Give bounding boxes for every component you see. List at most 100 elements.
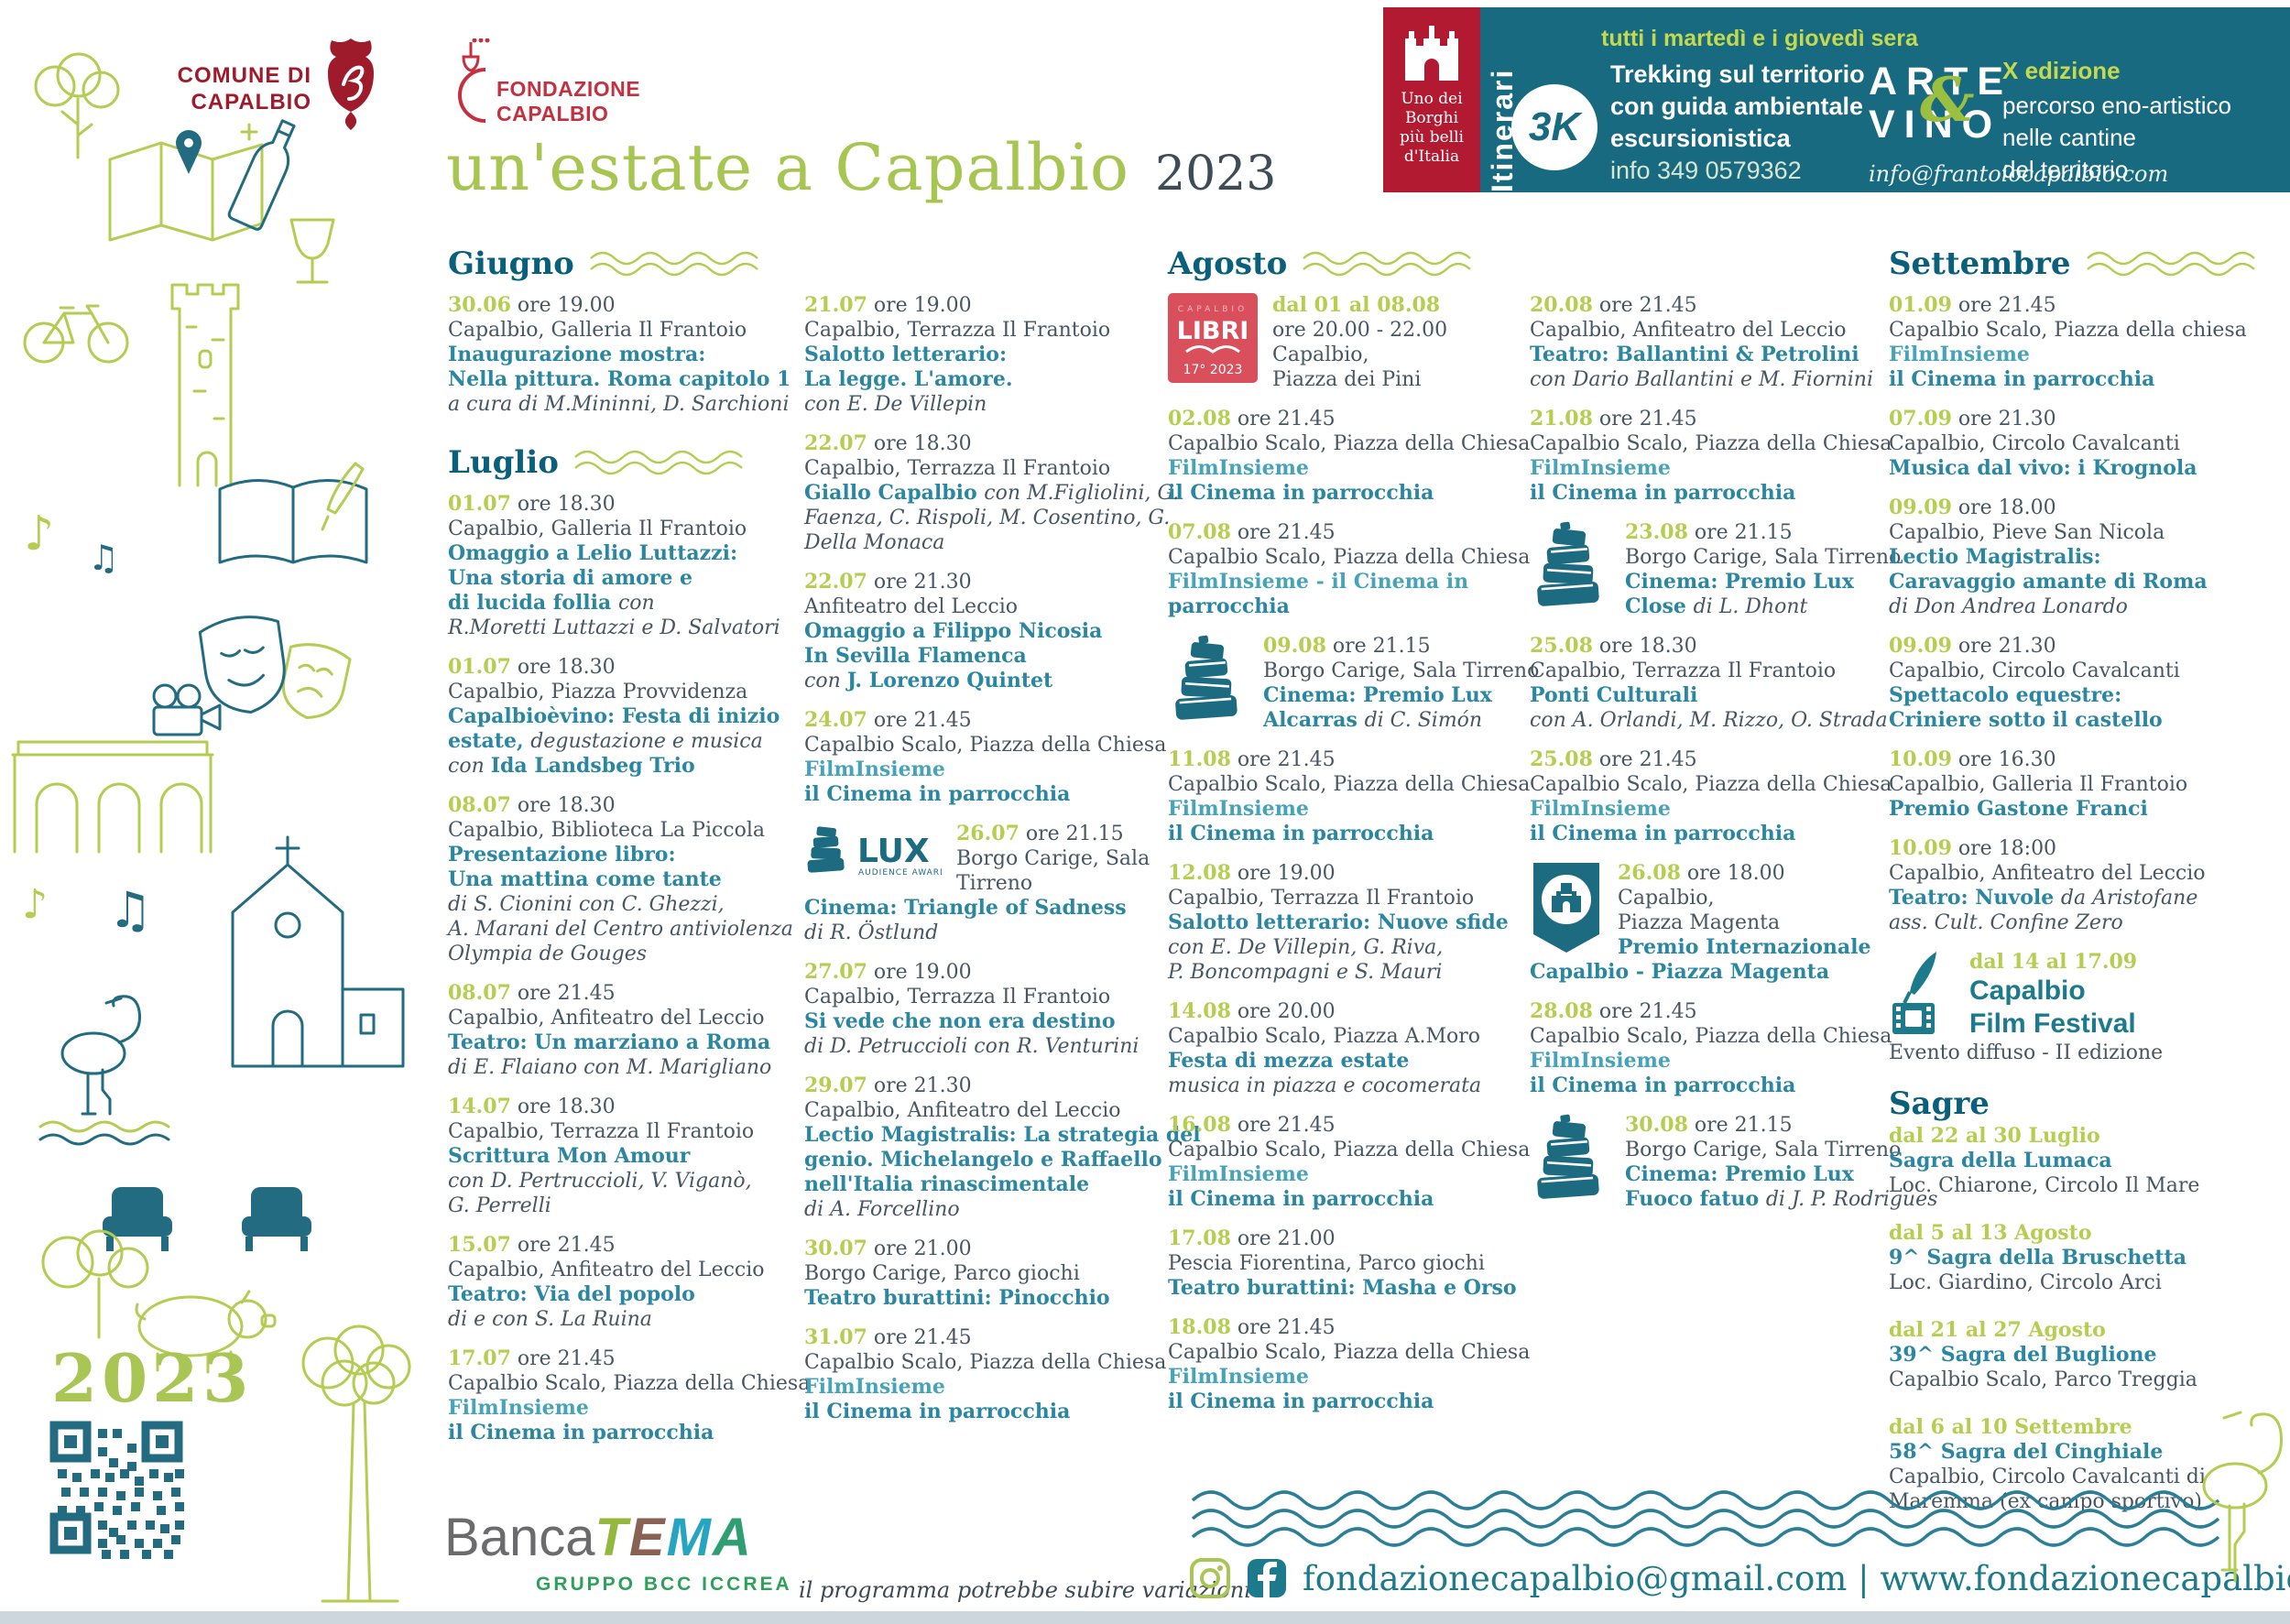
event-text-line: 31.07 ore 21.45 bbox=[804, 1325, 972, 1349]
bicycle-icon bbox=[23, 304, 129, 364]
event-text-line: In Sevilla Flamenca bbox=[804, 644, 1027, 668]
event-text-line: 10.09 ore 16.30 bbox=[1889, 747, 2056, 771]
event-text-line: Capalbio, Anfiteatro del Leccio bbox=[1530, 319, 1847, 342]
event-icon-row: 23.08 ore 21.15 Borgo Carige, Sala Tirren… bbox=[1530, 520, 1901, 619]
event-item: 21.08 ore 21.45 Capalbio Scalo, Piazza de… bbox=[1530, 407, 1892, 506]
section-header: Settembre bbox=[1889, 245, 2283, 282]
event-text-line: Borgo Carige, Sala Tirreno bbox=[1625, 1139, 1902, 1161]
section-header: Giugno bbox=[448, 245, 801, 282]
contact-website[interactable]: www.fondazionecapalbio.it bbox=[1880, 1558, 2290, 1598]
qr-code bbox=[49, 1421, 184, 1559]
event-item: 17.08 ore 21.00 Pescia Fiorentina, Parco … bbox=[1168, 1226, 1521, 1301]
event-item: 14.07 ore 18.30 Capalbio, Terrazza Il Fra… bbox=[448, 1095, 801, 1218]
borghi-castle-icon bbox=[1405, 26, 1458, 81]
event-text-line: Presentazione libro: bbox=[448, 843, 676, 866]
banca-tema-logo: BancaTEMA bbox=[444, 1508, 753, 1567]
event-text-line: Teatro burattini: Masha e Orso bbox=[1168, 1276, 1517, 1300]
footer-waves bbox=[1191, 1490, 2220, 1547]
tree-icon bbox=[34, 52, 120, 159]
event-text-line: Musica dal vivo: i Krognola bbox=[1889, 456, 2197, 480]
event-text-line: Capalbio Scalo, Piazza della Chiesa bbox=[804, 734, 1167, 757]
event-text-line: 30.08 ore 21.15 bbox=[1625, 1113, 1793, 1137]
event-item: 08.07 ore 21.45 Capalbio, Anfiteatro del … bbox=[448, 981, 801, 1080]
column-luglio-2: 21.07 ore 19.00 Capalbio, Terrazza Il Fra… bbox=[804, 245, 1201, 1439]
event-text-line: Piazza Magenta bbox=[1618, 911, 1781, 934]
column-giugno-luglio: Giugno 30.06 ore 19.00 Capalbio, Galleria … bbox=[448, 245, 810, 1460]
event-text-line: Della Monaca bbox=[804, 531, 945, 554]
event-text-line: Alcarras di C. Simón bbox=[1263, 708, 1483, 732]
event-text-line: 20.08 ore 21.45 bbox=[1530, 293, 1697, 317]
event-text-line: Capalbio Scalo, Parco Treggia bbox=[1889, 1368, 2197, 1391]
event-item: 24.07 ore 21.45 Capalbio Scalo, Piazza de… bbox=[804, 708, 1167, 807]
event-text-line: Capalbioèvino: Festa di inizio bbox=[448, 704, 780, 728]
event-item: 25.08 ore 18.30 Capalbio, Terrazza Il Fra… bbox=[1530, 634, 1888, 733]
event-text-line: 30.07 ore 21.00 bbox=[804, 1237, 972, 1260]
event-text-line: Si vede che non era destino bbox=[804, 1009, 1116, 1033]
event-text-line: con Ida Landsbeg Trio bbox=[448, 754, 695, 778]
music-note-icon: ♪ bbox=[22, 881, 48, 928]
event-text-line: di A. Forcellino bbox=[804, 1198, 960, 1221]
lux-icon bbox=[1168, 634, 1249, 722]
event-item: 12.08 ore 19.00 Capalbio, Terrazza Il Fra… bbox=[1168, 861, 1521, 985]
music-note-icon: ♫ bbox=[108, 881, 152, 939]
event-text-line: 07.08 ore 21.45 bbox=[1168, 520, 1336, 544]
event-text-line: di E. Flaiano con M. Marigliano bbox=[448, 1056, 772, 1079]
event-text-line: 07.09 ore 21.30 bbox=[1889, 407, 2056, 431]
event-icon-side-text: dal 14 al 17.09 Capalbio Film Festival bbox=[1969, 950, 2137, 1041]
event-text-line: 02.08 ore 21.45 bbox=[1168, 407, 1336, 431]
contact-email[interactable]: fondazionecapalbio@gmail.com bbox=[1303, 1558, 1848, 1598]
event-icon-row: LUX AUDIENCE AWARD 26.07 ore 21.15 Borgo Ca… bbox=[804, 822, 1157, 896]
borghi-badge: Uno dei Borghi più belli d'Italia bbox=[1383, 7, 1480, 192]
event-icon-side-text: 23.08 ore 21.15 Borgo Carige, Sala Tirren… bbox=[1625, 520, 1901, 619]
event-icon-side-text: 26.07 ore 21.15 Borgo Carige, Sala Tirreno bbox=[956, 822, 1150, 896]
event-text-line: Scrittura Mon Amour bbox=[448, 1144, 691, 1168]
flamingo-icon bbox=[38, 995, 170, 1146]
artevino-ampersand: & bbox=[1920, 64, 1975, 136]
event-text-line: 24.07 ore 21.45 bbox=[804, 708, 972, 732]
festival-icon bbox=[1889, 950, 1955, 1038]
event-text-line: Olympia de Gouges bbox=[448, 943, 648, 965]
event-text-line: Close di L. Dhont bbox=[1625, 594, 1808, 618]
flamingo-right-icon bbox=[2202, 1411, 2283, 1583]
section-header-label: Settembre bbox=[1889, 245, 2071, 282]
wine-bottle-icon bbox=[227, 119, 335, 284]
event-text-line: ass. Cult. Confine Zero bbox=[1889, 911, 2123, 934]
event-item: 10.09 ore 18:00 Capalbio, Anfiteatro del … bbox=[1889, 836, 2283, 935]
event-item: 15.07 ore 21.45 Capalbio, Anfiteatro del … bbox=[448, 1233, 801, 1332]
trek-description: Trekking sul territorio con guida ambien… bbox=[1610, 59, 1865, 187]
libri-icon: CAPALBIO LIBRI 17° 2023 bbox=[1168, 293, 1258, 383]
event-icon-row: CAPALBIO LIBRI 17° 2023 dal 01 al 08.08 ore … bbox=[1168, 293, 1521, 392]
event-text-line: Fuoco fatuo di J. P. Rodrigues bbox=[1625, 1187, 1938, 1211]
boar-and-tree-icon bbox=[41, 1229, 277, 1374]
event-item: 09.09 ore 21.30 Capalbio, Circolo Cavalca… bbox=[1889, 634, 2283, 733]
event-text-line: di Don Andrea Lonardo bbox=[1889, 595, 2128, 618]
svg-text:AUDIENCE AWARD: AUDIENCE AWARD bbox=[858, 868, 942, 877]
event-text-line: P. Boncompagni e S. Mauri bbox=[1168, 961, 1443, 984]
event-text-line: Sagra della Lumaca bbox=[1889, 1149, 2112, 1172]
event-text-line: Borgo Carige, Sala bbox=[956, 847, 1150, 870]
event-text-line: Capalbio, Piazza Provvidenza bbox=[448, 681, 748, 703]
event-text-line: Capalbio, Terrazza Il Frantoio bbox=[804, 319, 1111, 342]
event-item: 07.08 ore 21.45 Capalbio Scalo, Piazza de… bbox=[1168, 520, 1531, 619]
event-text-line: FilmInsieme bbox=[1889, 343, 2030, 366]
event-text-line: Capalbio, Circolo Cavalcanti di bbox=[1889, 1466, 2206, 1488]
event-item: 02.08 ore 21.45 Capalbio Scalo, Piazza de… bbox=[1168, 407, 1530, 506]
itinerari-banner: Uno dei Borghi più belli d'Italia Itiner… bbox=[1383, 7, 2290, 192]
event-text-line: Faenza, C. Rispoli, M. Cosentino, G. bbox=[804, 507, 1171, 529]
event-text-line: Una storia di amore e bbox=[448, 566, 693, 590]
event-text-line: 01.07 ore 18.30 bbox=[448, 655, 616, 679]
event-text-line: Capalbio Scalo, Piazza della Chiesa bbox=[1168, 546, 1531, 569]
premio-icon bbox=[1530, 861, 1603, 954]
event-text-line: 22.07 ore 21.30 bbox=[804, 570, 972, 594]
event-text-line: 27.07 ore 19.00 bbox=[804, 960, 972, 984]
event-text-line: il Cinema in parrocchia bbox=[448, 1421, 714, 1444]
event-text-line: Premio Internazionale bbox=[1618, 935, 1871, 959]
left-decorations: ♪ ♫ ♪ ♫ bbox=[11, 52, 411, 1603]
facebook-icon[interactable] bbox=[1246, 1557, 1288, 1599]
event-text-line: 22.07 ore 18.30 bbox=[804, 431, 972, 455]
church-icon bbox=[231, 835, 405, 1068]
trek-3k-logo: 3K bbox=[1511, 84, 1598, 170]
artevino-email[interactable]: info@frantoiocapalbio.com bbox=[1869, 161, 2169, 187]
instagram-icon[interactable] bbox=[1189, 1557, 1231, 1599]
